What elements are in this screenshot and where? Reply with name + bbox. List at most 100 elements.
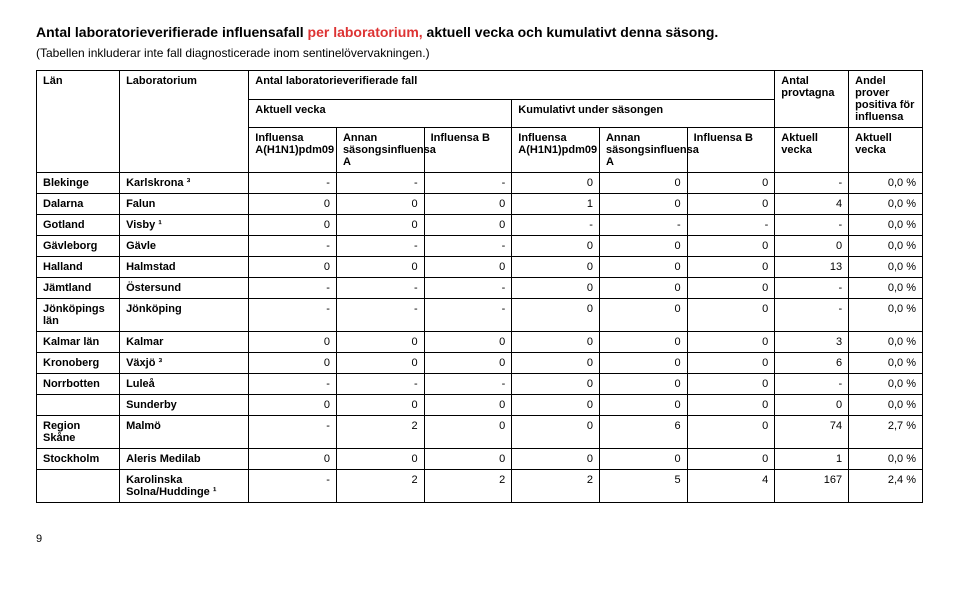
cell-value: 0 bbox=[512, 374, 600, 395]
cell-value: 0,0 % bbox=[849, 395, 923, 416]
cell-lan: Region Skåne bbox=[37, 416, 120, 449]
cell-value: 0 bbox=[512, 395, 600, 416]
title-pre: Antal laboratorieverifierade influensafa… bbox=[36, 24, 308, 40]
cell-value: 0 bbox=[687, 395, 775, 416]
cell-lab: Visby ¹ bbox=[120, 215, 249, 236]
cell-value: 0 bbox=[687, 449, 775, 470]
cell-lan: Kalmar län bbox=[37, 332, 120, 353]
cell-value: 0 bbox=[512, 353, 600, 374]
th-a2-h1n1: Influensa A(H1N1)pdm09 bbox=[512, 128, 600, 173]
cell-value: - bbox=[336, 173, 424, 194]
cell-value: 0 bbox=[512, 278, 600, 299]
cell-value: 0 bbox=[336, 215, 424, 236]
cell-value: 0 bbox=[249, 332, 337, 353]
cell-value: 74 bbox=[775, 416, 849, 449]
cell-lab: Karolinska Solna/Huddinge ¹ bbox=[120, 470, 249, 503]
th-a1-annan: Annan säsongsinfluensa A bbox=[336, 128, 424, 173]
table-row: BlekingeKarlskrona ³---000-0,0 % bbox=[37, 173, 923, 194]
cell-value: - bbox=[249, 236, 337, 257]
th-aktuell: Aktuell vecka bbox=[249, 99, 512, 128]
cell-value: 5 bbox=[599, 470, 687, 503]
cell-value: 0 bbox=[599, 395, 687, 416]
cell-value: 0 bbox=[249, 194, 337, 215]
cell-lan: Dalarna bbox=[37, 194, 120, 215]
cell-value: 0 bbox=[424, 353, 512, 374]
cell-lan: Stockholm bbox=[37, 449, 120, 470]
subtitle: (Tabellen inkluderar inte fall diagnosti… bbox=[36, 46, 923, 60]
cell-value: 0 bbox=[599, 299, 687, 332]
cell-value: 0 bbox=[336, 449, 424, 470]
cell-value: 0 bbox=[687, 236, 775, 257]
cell-lan: Kronoberg bbox=[37, 353, 120, 374]
th-prov-aktuell: Aktuell vecka bbox=[775, 128, 849, 173]
cell-value: - bbox=[512, 215, 600, 236]
cell-lan: Jönköpings län bbox=[37, 299, 120, 332]
cell-lan bbox=[37, 470, 120, 503]
cell-value: - bbox=[249, 416, 337, 449]
cell-value: - bbox=[249, 470, 337, 503]
cell-value: - bbox=[249, 374, 337, 395]
cell-lan: Norrbotten bbox=[37, 374, 120, 395]
cell-lab: Sunderby bbox=[120, 395, 249, 416]
cell-value: 0,0 % bbox=[849, 236, 923, 257]
page-title: Antal laboratorieverifierade influensafa… bbox=[36, 24, 923, 40]
th-a1-b: Influensa B bbox=[424, 128, 512, 173]
page-number: 9 bbox=[36, 533, 923, 545]
cell-value: 4 bbox=[775, 194, 849, 215]
cell-value: - bbox=[424, 236, 512, 257]
cell-value: 0 bbox=[249, 215, 337, 236]
cell-lan: Gotland bbox=[37, 215, 120, 236]
cell-value: 0 bbox=[249, 353, 337, 374]
table-row: DalarnaFalun00010040,0 % bbox=[37, 194, 923, 215]
cell-value: 0 bbox=[599, 257, 687, 278]
cell-value: - bbox=[775, 299, 849, 332]
table-row: KronobergVäxjö ³00000060,0 % bbox=[37, 353, 923, 374]
cell-value: 0 bbox=[687, 374, 775, 395]
th-a2-annan: Annan säsongsinfluensa A bbox=[599, 128, 687, 173]
cell-value: 13 bbox=[775, 257, 849, 278]
cell-value: 0 bbox=[336, 257, 424, 278]
cell-value: 0 bbox=[687, 299, 775, 332]
cell-value: - bbox=[424, 299, 512, 332]
cell-lab: Luleå bbox=[120, 374, 249, 395]
cell-lab: Malmö bbox=[120, 416, 249, 449]
cell-value: 0,0 % bbox=[849, 215, 923, 236]
cell-lan: Gävleborg bbox=[37, 236, 120, 257]
table-row: Jönköpings länJönköping---000-0,0 % bbox=[37, 299, 923, 332]
cell-lan: Blekinge bbox=[37, 173, 120, 194]
cell-value: 0 bbox=[424, 395, 512, 416]
table-row: Region SkåneMalmö-20060742,7 % bbox=[37, 416, 923, 449]
th-lan: Län bbox=[37, 71, 120, 173]
cell-value: 2,4 % bbox=[849, 470, 923, 503]
cell-value: 0 bbox=[687, 353, 775, 374]
cell-value: - bbox=[336, 374, 424, 395]
cell-value: 0,0 % bbox=[849, 173, 923, 194]
cell-value: - bbox=[775, 278, 849, 299]
cell-value: 0,0 % bbox=[849, 449, 923, 470]
cell-lab: Östersund bbox=[120, 278, 249, 299]
table-row: NorrbottenLuleå---000-0,0 % bbox=[37, 374, 923, 395]
cell-lan: Halland bbox=[37, 257, 120, 278]
cell-value: 4 bbox=[687, 470, 775, 503]
th-a2-b: Influensa B bbox=[687, 128, 775, 173]
cell-lab: Halmstad bbox=[120, 257, 249, 278]
cell-value: 0,0 % bbox=[849, 353, 923, 374]
cell-value: 0 bbox=[249, 257, 337, 278]
th-a1-h1n1: Influensa A(H1N1)pdm09 bbox=[249, 128, 337, 173]
cell-lan bbox=[37, 395, 120, 416]
cell-value: 0 bbox=[424, 332, 512, 353]
cell-lab: Kalmar bbox=[120, 332, 249, 353]
cell-value: 2 bbox=[336, 416, 424, 449]
cell-value: - bbox=[424, 278, 512, 299]
cell-value: 0 bbox=[424, 257, 512, 278]
cell-value: 0 bbox=[512, 173, 600, 194]
cell-value: 0 bbox=[687, 416, 775, 449]
cell-value: 0 bbox=[249, 449, 337, 470]
cell-value: 6 bbox=[599, 416, 687, 449]
cell-lab: Falun bbox=[120, 194, 249, 215]
table-row: JämtlandÖstersund---000-0,0 % bbox=[37, 278, 923, 299]
cell-value: 0 bbox=[599, 332, 687, 353]
title-red: per laboratorium, bbox=[308, 24, 423, 40]
cell-value: 0,0 % bbox=[849, 257, 923, 278]
cell-value: 0 bbox=[599, 353, 687, 374]
